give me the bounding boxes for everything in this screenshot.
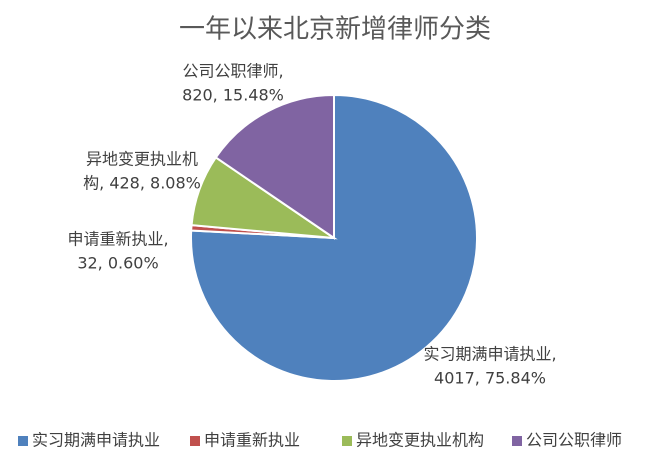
legend-swatch: [342, 436, 352, 446]
legend-swatch: [512, 436, 522, 446]
data-label: 构, 428, 8.08%: [83, 174, 201, 193]
legend-label: 异地变更执业机构: [356, 431, 484, 450]
data-label: 32, 0.60%: [77, 254, 158, 273]
data-label: 实习期满申请执业,: [423, 345, 556, 364]
legend-swatch: [18, 436, 28, 446]
data-label: 公司公职律师,: [182, 62, 283, 81]
data-label: 异地变更执业机: [86, 150, 198, 169]
pie-slice: [190, 93, 478, 382]
pie-slice: [214, 93, 335, 240]
data-label: 申请重新执业,: [67, 230, 168, 249]
data-label: 820, 15.48%: [182, 86, 284, 105]
legend-label: 实习期满申请执业: [32, 431, 160, 450]
legend-label: 公司公职律师: [526, 431, 622, 450]
legend-label: 申请重新执业: [204, 431, 300, 450]
data-label: 4017, 75.84%: [434, 369, 546, 388]
chart-title: 一年以来北京新增律师分类: [179, 15, 491, 45]
legend-swatch: [190, 436, 200, 446]
